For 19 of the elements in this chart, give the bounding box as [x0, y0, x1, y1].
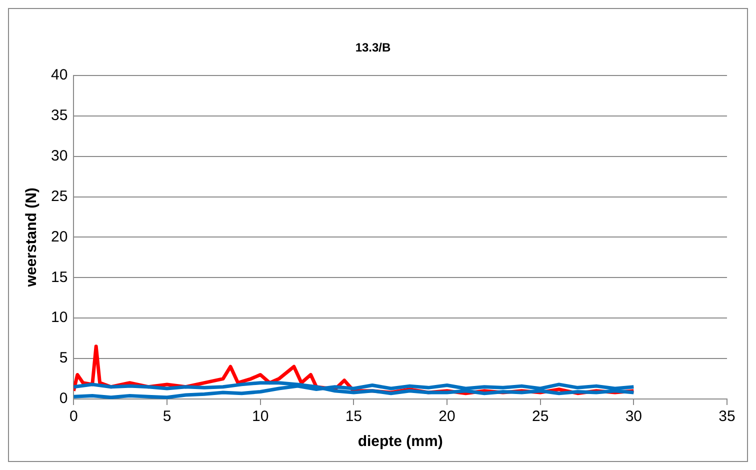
x-tick-label: 10 [252, 408, 269, 426]
y-tick-label: 25 [50, 188, 68, 205]
x-tick-label: 30 [625, 408, 642, 426]
y-tick-label: 5 [59, 350, 68, 367]
x-axis-title: diepte (mm) [358, 433, 443, 450]
y-tick-label: 40 [50, 66, 68, 84]
x-tick-label: 15 [345, 408, 362, 426]
y-tick-label: 10 [50, 309, 68, 326]
x-tick-label: 20 [438, 408, 456, 426]
y-tick-label: 35 [50, 106, 68, 124]
x-tick-label: 35 [718, 408, 736, 426]
y-tick-label: 20 [50, 228, 68, 246]
y-tick-label: 0 [59, 390, 68, 408]
x-tick-label: 5 [162, 408, 172, 426]
y-axis-title: weerstand (N) [23, 188, 40, 288]
x-tick-label: 25 [532, 408, 549, 426]
chart-title: 13.3/B [355, 40, 392, 55]
y-tick-label: 30 [50, 147, 68, 164]
y-tick-label: 15 [50, 268, 68, 286]
